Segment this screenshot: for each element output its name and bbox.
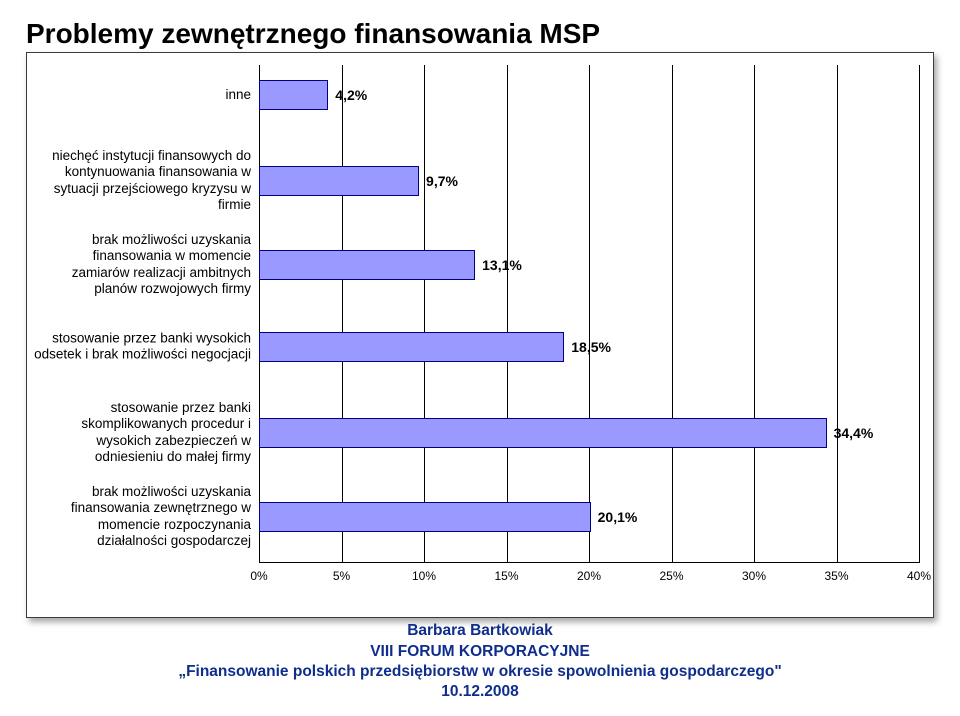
gridline	[259, 65, 260, 563]
bar-value-label: 4,2%	[335, 87, 367, 103]
footer-author: Barbara Bartkowiak	[0, 621, 960, 641]
category-label: niechęć instytucji finansowych do kontyn…	[33, 148, 251, 214]
gridline	[919, 65, 920, 563]
bar-value-label: 34,4%	[834, 425, 874, 441]
x-axis	[259, 562, 919, 563]
bar: 20,1%	[259, 502, 591, 532]
gridline	[837, 65, 838, 563]
x-tick-label: 30%	[742, 569, 766, 583]
footer-subtitle: „Finansowanie polskich przedsiębiorstw w…	[0, 662, 960, 682]
category-label: inne	[33, 87, 251, 103]
bar: 9,7%	[259, 166, 419, 196]
x-tick-label: 10%	[412, 569, 436, 583]
category-label: stosowanie przez banki wysokich odsetek …	[33, 331, 251, 364]
category-label: brak możliwości uzyskania finansowania w…	[33, 232, 251, 298]
gridline	[342, 65, 343, 563]
category-label: brak możliwości uzyskania finansowania z…	[33, 484, 251, 550]
page-title: Problemy zewnętrznego finansowania MSP	[26, 18, 600, 50]
chart-panel: inne niechęć instytucji finansowych do ko…	[26, 52, 934, 618]
x-tick-label: 15%	[494, 569, 518, 583]
slide: Problemy zewnętrznego finansowania MSP i…	[0, 0, 960, 716]
gridline	[507, 65, 508, 563]
bar-value-label: 13,1%	[482, 257, 522, 273]
gridline	[424, 65, 425, 563]
bar-value-label: 20,1%	[598, 509, 638, 525]
x-tick-label: 0%	[250, 569, 267, 583]
x-tick-label: 40%	[907, 569, 931, 583]
category-label: stosowanie przez banki skomplikowanych p…	[33, 400, 251, 466]
footer-date: 10.12.2008	[0, 682, 960, 702]
bar-value-label: 18,5%	[571, 339, 611, 355]
x-tick-label: 5%	[333, 569, 350, 583]
gridline	[754, 65, 755, 563]
bar: 18,5%	[259, 332, 564, 362]
plot-area: 4,2%9,7%13,1%18,5%34,4%20,1% 0%5%10%15%2…	[259, 65, 919, 563]
bar: 4,2%	[259, 80, 328, 110]
gridline	[672, 65, 673, 563]
bar: 13,1%	[259, 250, 475, 280]
bar: 34,4%	[259, 418, 827, 448]
x-tick-label: 35%	[824, 569, 848, 583]
footer-event: VIII FORUM KORPORACYJNE	[0, 642, 960, 662]
gridline	[589, 65, 590, 563]
x-tick-label: 25%	[659, 569, 683, 583]
x-tick-label: 20%	[577, 569, 601, 583]
footer: Barbara Bartkowiak VIII FORUM KORPORACYJ…	[0, 621, 960, 702]
bar-value-label: 9,7%	[426, 173, 458, 189]
